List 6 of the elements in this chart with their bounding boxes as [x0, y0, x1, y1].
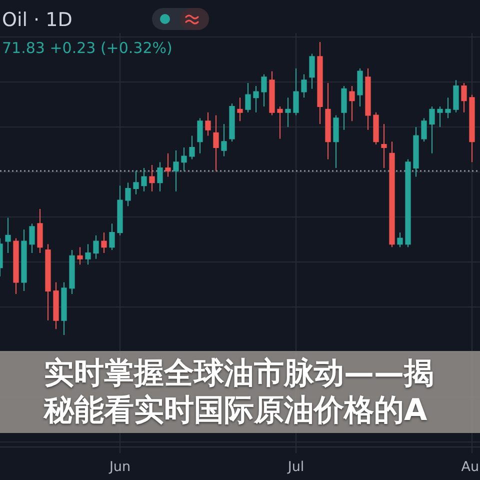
x-tick-label: Au — [461, 459, 479, 475]
chart-subtitle: Oil · 1D — [2, 9, 72, 31]
annotation: 71.83 +0.23 (+0.32%) — [2, 39, 172, 57]
text: 实时掌握全球油市脉动——揭秘能看实时国际原油价格的A — [44, 355, 435, 429]
x-tick-label: Jun — [108, 459, 131, 475]
x-tick-label: Jul — [286, 459, 304, 475]
